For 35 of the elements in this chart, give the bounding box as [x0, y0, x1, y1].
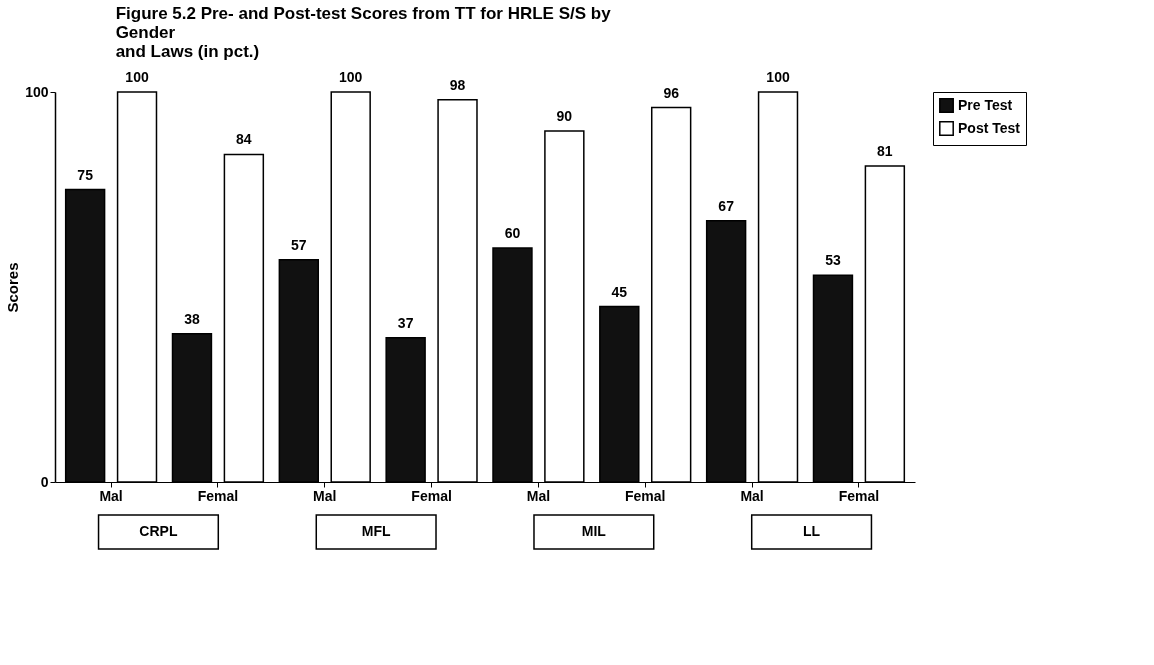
- data-label: 100: [766, 69, 790, 85]
- text: MIL: [581, 523, 607, 539]
- y-axis-title: Scores: [4, 262, 22, 313]
- data-label: 96: [663, 84, 680, 101]
- data-label: 75: [77, 166, 94, 183]
- data-label: 67: [718, 197, 735, 214]
- data-label: 84: [236, 131, 252, 148]
- data-label: 90: [556, 108, 573, 124]
- text: LL: [803, 523, 821, 539]
- x-tick-label: Mal: [313, 487, 337, 504]
- legend-label: Pre Test: [958, 96, 1013, 113]
- legend-label: Post Test: [958, 119, 1021, 136]
- data-label: 37: [397, 314, 414, 331]
- y-tick-label: 0: [40, 473, 49, 490]
- text: and Laws (in pct.): [115, 42, 260, 61]
- x-tick-label: Femal: [625, 487, 666, 504]
- text: CRPL: [139, 523, 178, 539]
- data-label: 100: [125, 69, 149, 85]
- data-label: 53: [825, 252, 841, 269]
- x-tick-label: Femal: [838, 487, 880, 504]
- data-label: 81: [877, 143, 893, 160]
- data-label: 100: [339, 69, 363, 85]
- text: Figure 5.2 Pre- and Post-test Scores from TT for HRLE S/S by: [115, 4, 611, 23]
- text: Gender: [115, 23, 176, 42]
- data-label: 38: [184, 310, 200, 327]
- data-label: 45: [611, 283, 628, 300]
- x-tick-label: Femal: [197, 487, 239, 504]
- text: MFL: [361, 523, 391, 539]
- x-tick-label: Mal: [740, 487, 764, 504]
- x-tick-label: Mal: [99, 487, 123, 504]
- x-tick-label: Mal: [526, 487, 551, 504]
- x-tick-label: Femal: [411, 487, 452, 504]
- data-label: 98: [449, 76, 466, 93]
- data-label: 57: [291, 236, 307, 253]
- data-label: 60: [504, 225, 521, 241]
